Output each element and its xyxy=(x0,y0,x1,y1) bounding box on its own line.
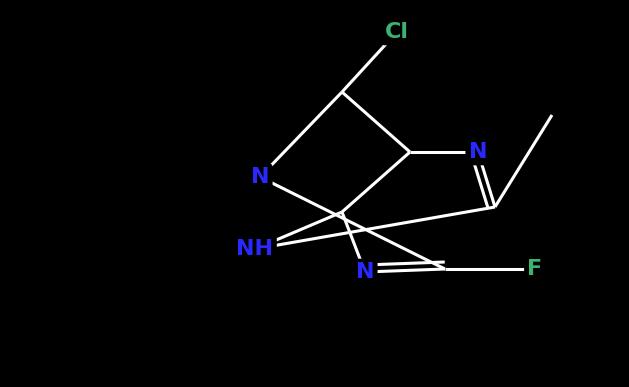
Text: N: N xyxy=(251,167,269,187)
Text: Cl: Cl xyxy=(385,22,409,42)
Text: F: F xyxy=(528,259,543,279)
Text: NH: NH xyxy=(237,239,274,259)
Text: N: N xyxy=(469,142,487,162)
Text: N: N xyxy=(356,262,374,282)
